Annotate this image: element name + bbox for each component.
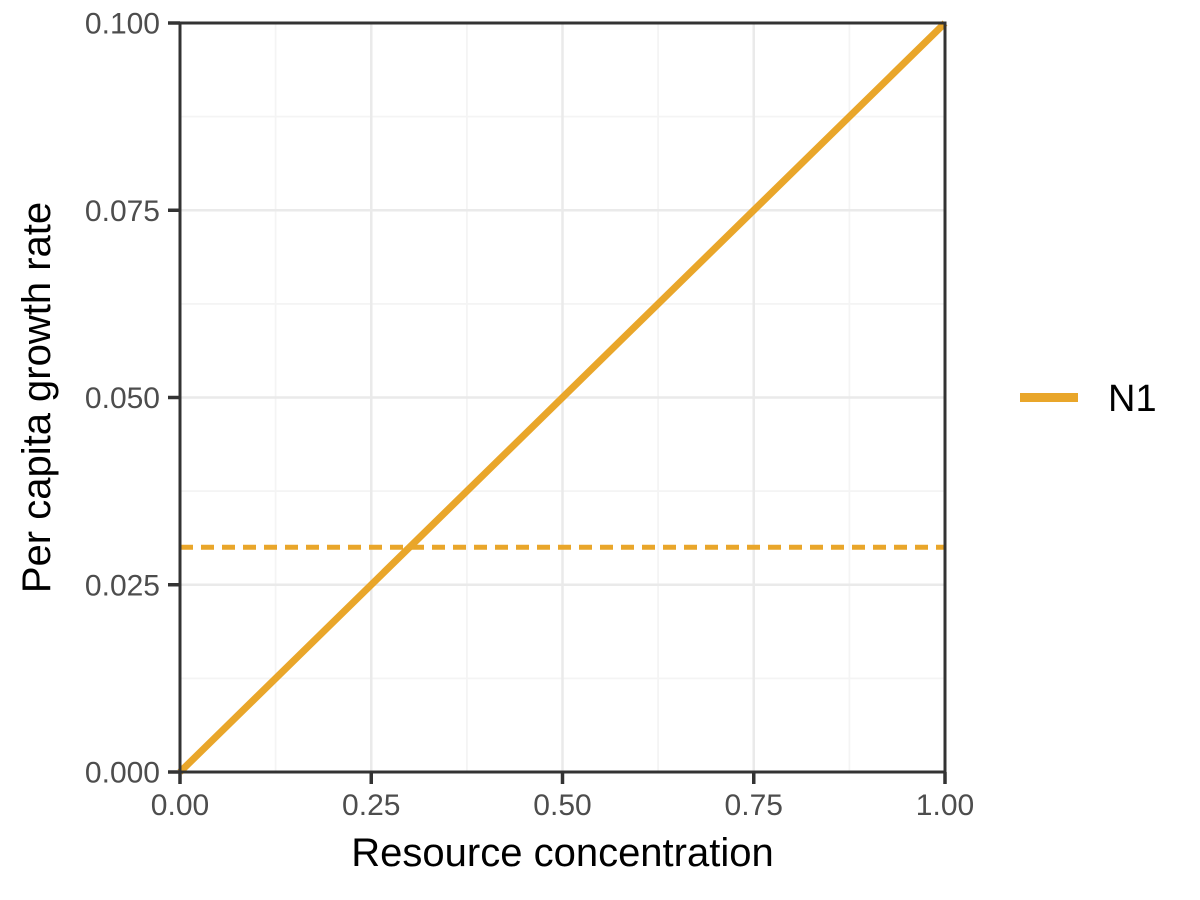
x-tick-label: 1.00 (916, 789, 974, 822)
y-tick-label: 0.000 (85, 757, 160, 790)
y-tick-label: 0.025 (85, 569, 160, 602)
x-tick-label: 0.00 (151, 789, 209, 822)
y-tick-label: 0.050 (85, 382, 160, 415)
x-tick-label: 0.75 (725, 789, 783, 822)
x-tick-label: 0.50 (533, 789, 591, 822)
legend-label: N1 (1108, 378, 1157, 420)
series-line-N1 (177, 20, 948, 775)
y-tick-label: 0.100 (85, 8, 160, 41)
x-axis-title: Resource concentration (351, 831, 773, 875)
x-tick-label: 0.25 (342, 789, 400, 822)
y-tick-label: 0.075 (85, 195, 160, 228)
y-axis-title: Per capita growth rate (15, 202, 59, 593)
